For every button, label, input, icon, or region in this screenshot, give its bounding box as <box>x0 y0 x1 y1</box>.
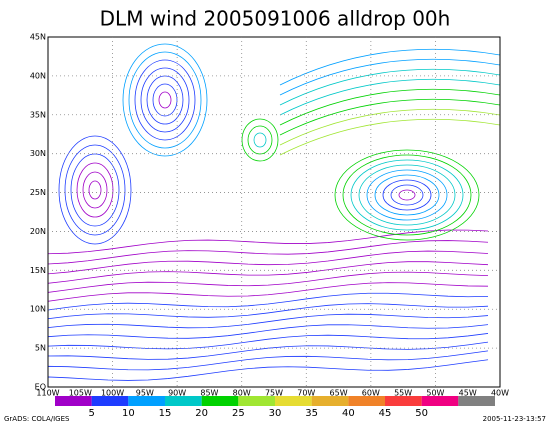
streamline <box>47 333 489 350</box>
streamline <box>47 271 489 293</box>
lat-label: 40N <box>30 71 46 80</box>
streamline <box>47 341 489 360</box>
colorbar-segment <box>311 396 349 406</box>
title: DLM wind 2005091006 alldrop 00h <box>100 7 451 31</box>
lon-label: 60W <box>362 389 380 398</box>
streamline <box>366 169 448 221</box>
streamline <box>47 250 489 275</box>
streamline <box>122 43 208 157</box>
streamline <box>47 313 489 330</box>
streamline <box>279 118 501 156</box>
lat-label: EQ <box>35 383 46 392</box>
streamline <box>128 51 202 149</box>
lat-label: 10N <box>30 305 46 314</box>
lat-label: 35N <box>30 110 46 119</box>
colorbar-segment <box>55 396 92 406</box>
streamline <box>140 67 190 133</box>
colorbar-label: 20 <box>195 408 208 419</box>
streamline <box>374 174 440 216</box>
streamlines <box>47 43 501 381</box>
lon-label: 90W <box>168 389 186 398</box>
streamline <box>47 292 489 311</box>
colorbar-label: 35 <box>305 408 318 419</box>
streamline <box>47 229 489 255</box>
streamline <box>158 91 172 109</box>
colorbar-label: 10 <box>122 408 135 419</box>
streamline <box>279 88 501 126</box>
streamline <box>358 164 456 226</box>
colorbar-segment <box>275 396 312 406</box>
lon-label: 70W <box>297 389 315 398</box>
streamline <box>82 171 108 209</box>
streamline <box>279 68 501 106</box>
colorbar-segment <box>385 396 422 406</box>
colorbar-label: 40 <box>342 408 355 419</box>
streamline <box>47 240 489 265</box>
colorbar-segment <box>238 396 275 406</box>
streamline <box>390 184 424 206</box>
lat-label: 20N <box>30 227 46 236</box>
colorbar-segment <box>458 396 495 406</box>
lat-label: 45N <box>30 33 46 42</box>
colorbar-segment <box>421 396 459 406</box>
streamline <box>47 324 489 340</box>
colorbar-label: 50 <box>415 408 428 419</box>
streamline <box>241 118 279 162</box>
lon-label: 50W <box>426 389 444 398</box>
streamline <box>70 153 120 227</box>
streamline <box>382 179 432 211</box>
lon-label: 45W <box>459 389 477 398</box>
streamline <box>253 132 267 148</box>
streamline <box>152 83 178 117</box>
colorbar-segment <box>348 396 385 406</box>
colorbar-label: 30 <box>269 408 282 419</box>
lon-label: 85W <box>200 389 218 398</box>
footer-right: 2005-11-23-13:57 <box>483 415 546 423</box>
colorbar-label: 45 <box>379 408 392 419</box>
streamline <box>279 98 501 136</box>
lon-label: 75W <box>265 389 283 398</box>
streamline <box>279 78 501 116</box>
streamline <box>279 108 501 146</box>
lon-label: 80W <box>233 389 251 398</box>
map-frame <box>47 36 501 388</box>
streamline <box>334 149 480 241</box>
colorbar-label: 5 <box>88 408 94 419</box>
streamline <box>47 261 489 284</box>
lon-label: 105W <box>69 389 92 398</box>
streamline <box>64 144 126 236</box>
streamline <box>134 59 196 141</box>
streamline <box>88 180 102 200</box>
colorbar-segment <box>91 396 129 406</box>
colorbar-label: 15 <box>159 408 172 419</box>
lat-label: 5N <box>35 344 46 353</box>
streamline <box>76 162 114 218</box>
footer-left: GrADS: COLA/IGES <box>4 415 70 423</box>
streamline <box>47 359 489 381</box>
lon-label: 65W <box>330 389 348 398</box>
lon-label: 40W <box>491 389 509 398</box>
streamline <box>58 135 132 245</box>
lon-label: 110W <box>36 389 59 398</box>
streamline <box>47 303 489 320</box>
streamline <box>47 282 489 302</box>
streamline <box>398 189 416 201</box>
colorbar-label: 25 <box>232 408 245 419</box>
streamline <box>342 154 472 236</box>
lat-label: 15N <box>30 266 46 275</box>
streamline <box>47 350 489 371</box>
streamline <box>279 48 501 86</box>
lat-label: 25N <box>30 188 46 197</box>
lon-label: 55W <box>394 389 412 398</box>
lat-label: 30N <box>30 149 46 158</box>
streamline <box>279 58 501 96</box>
lon-label: 95W <box>136 389 154 398</box>
colorbar-segment <box>128 396 165 406</box>
colorbar-segment <box>201 396 239 406</box>
streamline <box>350 159 464 231</box>
colorbar-segment <box>165 396 202 406</box>
lon-label: 100W <box>101 389 124 398</box>
